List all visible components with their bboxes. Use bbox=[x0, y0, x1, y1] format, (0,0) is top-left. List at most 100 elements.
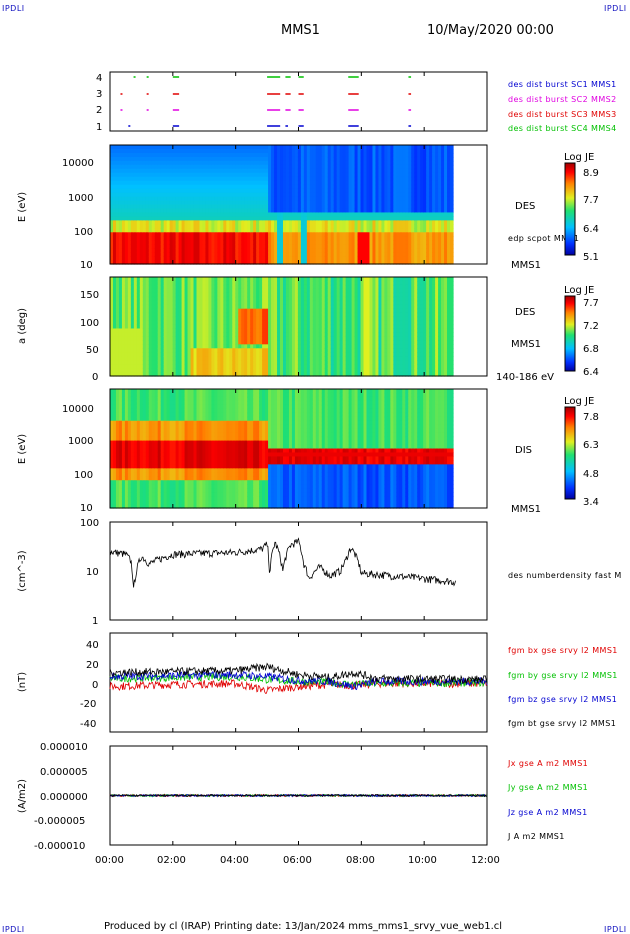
des-energy-cell bbox=[127, 172, 132, 178]
des-pitch-cell bbox=[181, 284, 186, 290]
des-energy-cell bbox=[247, 232, 251, 237]
des-energy-cell bbox=[124, 244, 129, 249]
des-pitch-cell bbox=[166, 344, 171, 349]
des-energy-cell bbox=[318, 184, 323, 190]
des-energy-cell bbox=[378, 145, 383, 150]
des-energy-cell bbox=[321, 196, 326, 202]
des-energy-cell bbox=[154, 156, 159, 162]
des-energy-cell bbox=[241, 152, 245, 158]
des-energy-cell bbox=[297, 244, 302, 249]
des-energy-cell bbox=[211, 240, 215, 245]
des-energy-cell bbox=[333, 260, 338, 265]
des-energy-cell bbox=[190, 176, 195, 182]
des-pitch-cell bbox=[208, 364, 213, 369]
des-energy-cell bbox=[253, 145, 257, 150]
des-energy-cell bbox=[444, 164, 448, 170]
des-energy-cell bbox=[166, 224, 171, 229]
des-energy-cell bbox=[229, 160, 233, 166]
des-energy-cell bbox=[417, 160, 421, 166]
des-energy-cell bbox=[429, 152, 433, 158]
des-energy-cell bbox=[366, 244, 371, 249]
des-energy-cell bbox=[297, 216, 302, 221]
des-energy-cell bbox=[324, 184, 329, 190]
des-energy-cell bbox=[378, 260, 383, 265]
des-energy-cell bbox=[351, 160, 356, 166]
des-energy-cell bbox=[318, 192, 323, 198]
des-energy-cell bbox=[309, 216, 314, 221]
des-energy-cell bbox=[244, 216, 248, 221]
des-energy-cell bbox=[381, 176, 385, 182]
des-energy-cell bbox=[441, 184, 445, 190]
des-energy-cell bbox=[133, 212, 138, 217]
des-energy-cell bbox=[268, 148, 272, 154]
des-energy-cell bbox=[291, 180, 296, 186]
des-pitch-cell bbox=[142, 320, 147, 326]
des-pitch-cell bbox=[220, 344, 224, 349]
des-energy-cell bbox=[339, 260, 344, 265]
des-energy-cell bbox=[312, 188, 317, 194]
des-energy-cell bbox=[253, 180, 257, 186]
des-energy-cell bbox=[241, 244, 245, 249]
des-energy-cell bbox=[426, 160, 430, 166]
des-energy-cell bbox=[303, 216, 308, 221]
des-energy-cell bbox=[118, 156, 123, 162]
des-energy-cell bbox=[330, 160, 335, 166]
des-energy-cell bbox=[318, 160, 323, 166]
des-energy-cell bbox=[214, 208, 218, 214]
des-energy-cell bbox=[277, 248, 281, 253]
des-pitch-cell bbox=[184, 304, 189, 310]
des-energy-cell bbox=[238, 176, 242, 182]
des-energy-cell bbox=[396, 188, 400, 194]
des-pitch-cell bbox=[190, 316, 195, 322]
des-energy-cell bbox=[178, 168, 183, 174]
des-pitch-cell bbox=[253, 356, 257, 361]
des-pitch-cell bbox=[223, 320, 227, 326]
des-energy-cell bbox=[312, 200, 317, 206]
des-energy-cell bbox=[414, 228, 418, 233]
des-energy-cell bbox=[235, 168, 239, 174]
des-energy-cell bbox=[238, 196, 242, 202]
des-energy-cell bbox=[229, 228, 233, 233]
des-pitch-cell bbox=[157, 324, 162, 330]
des-energy-cell bbox=[265, 145, 269, 150]
des-pitch-cell bbox=[190, 308, 195, 314]
des-energy-cell bbox=[426, 200, 430, 206]
des-pitch-cell bbox=[124, 336, 129, 341]
des-energy-cell bbox=[288, 252, 293, 257]
des-energy-cell bbox=[232, 160, 236, 166]
des-energy-cell bbox=[277, 188, 281, 194]
des-energy-cell bbox=[217, 145, 221, 150]
des-energy-cell bbox=[408, 176, 412, 182]
des-energy-cell bbox=[199, 212, 204, 217]
des-pitch-cell bbox=[110, 296, 114, 302]
des-energy-cell bbox=[312, 232, 317, 237]
des-energy-cell bbox=[256, 252, 260, 257]
des-energy-cell bbox=[444, 180, 448, 186]
des-energy-cell bbox=[145, 160, 150, 166]
des-energy-cell bbox=[193, 196, 198, 202]
des-pitch-cell bbox=[235, 316, 239, 322]
des-pitch-cell bbox=[196, 277, 201, 282]
des-energy-cell bbox=[169, 196, 174, 202]
des-energy-cell bbox=[277, 148, 281, 154]
des-pitch-cell bbox=[148, 300, 153, 306]
des-energy-cell bbox=[318, 216, 323, 221]
des-energy-cell bbox=[333, 256, 338, 261]
des-energy-cell bbox=[250, 164, 254, 170]
des-pitch-cell bbox=[214, 304, 218, 310]
des-energy-cell bbox=[312, 256, 317, 261]
des-energy-cell bbox=[268, 240, 272, 245]
des-energy-cell bbox=[271, 252, 275, 257]
des-pitch-cell bbox=[226, 312, 230, 318]
des-energy-cell bbox=[253, 192, 257, 198]
des-energy-cell bbox=[262, 145, 266, 150]
des-pitch-cell bbox=[223, 308, 227, 314]
des-energy-cell bbox=[259, 228, 263, 233]
des-pitch-cell bbox=[205, 304, 210, 310]
des-energy-cell bbox=[226, 244, 230, 249]
des-pitch-cell bbox=[217, 368, 221, 373]
des-energy-cell bbox=[363, 256, 368, 261]
des-pitch-cell bbox=[193, 280, 198, 286]
des-energy-cell bbox=[127, 252, 132, 257]
des-energy-cell bbox=[357, 188, 362, 194]
